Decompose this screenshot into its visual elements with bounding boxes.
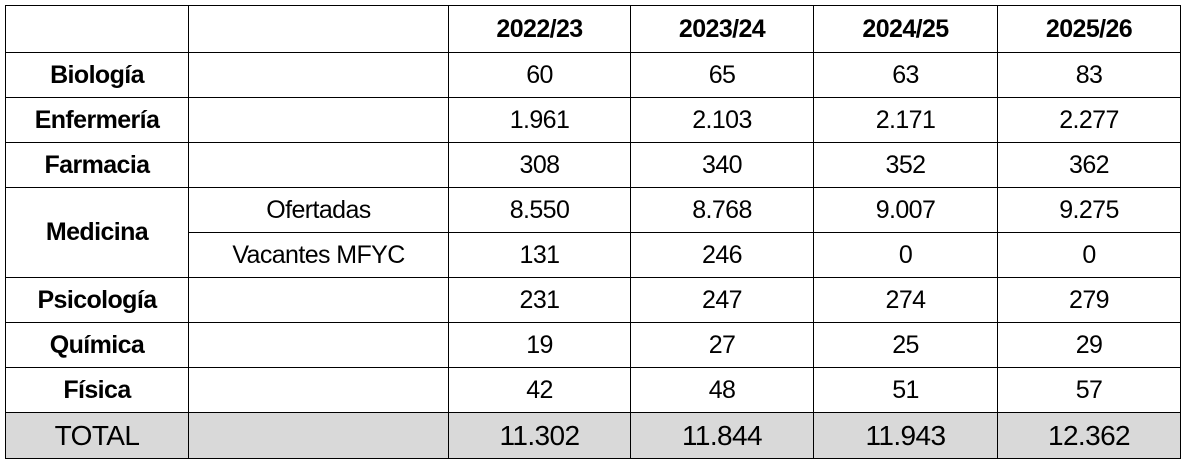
- value-cell: 51: [813, 367, 998, 413]
- data-row: Física 42 48 51 57: [5, 367, 1181, 413]
- empty-cell: [188, 412, 449, 459]
- value-cell: 2.171: [813, 97, 998, 143]
- value-cell: 42: [448, 367, 631, 413]
- empty-cell: [188, 97, 449, 143]
- row-label: Enfermería: [5, 97, 189, 143]
- value-cell: 2.103: [630, 97, 814, 143]
- value-cell: 19: [448, 322, 631, 368]
- empty-cell: [188, 142, 449, 188]
- value-cell: 131: [448, 232, 631, 278]
- column-header: 2025/26: [997, 5, 1181, 53]
- row-label: Biología: [5, 52, 189, 98]
- row-label: Medicina: [5, 187, 189, 278]
- column-header: 2024/25: [813, 5, 998, 53]
- empty-cell: [188, 52, 449, 98]
- empty-cell: [188, 367, 449, 413]
- data-row: Biología 60 65 63 83: [5, 52, 1181, 98]
- value-cell: 8.768: [630, 187, 814, 233]
- value-cell: 352: [813, 142, 998, 188]
- column-header: 2022/23: [448, 5, 631, 53]
- total-row: TOTAL 11.302 11.844 11.943 12.362: [5, 412, 1181, 459]
- value-cell: 340: [630, 142, 814, 188]
- value-cell: 279: [997, 277, 1181, 323]
- total-label: TOTAL: [5, 412, 189, 459]
- value-cell: 0: [997, 232, 1181, 278]
- value-cell: 308: [448, 142, 631, 188]
- value-cell: 2.277: [997, 97, 1181, 143]
- value-cell: 63: [813, 52, 998, 98]
- value-cell: 29: [997, 322, 1181, 368]
- empty-cell: [5, 5, 189, 53]
- value-cell: 48: [630, 367, 814, 413]
- value-cell: 0: [813, 232, 998, 278]
- value-cell: 247: [630, 277, 814, 323]
- row-label: Física: [5, 367, 189, 413]
- column-header: 2023/24: [630, 5, 814, 53]
- value-cell: 11.844: [630, 412, 814, 459]
- value-cell: 8.550: [448, 187, 631, 233]
- row-label: Psicología: [5, 277, 189, 323]
- header-row: 2022/23 2023/24 2024/25 2025/26: [5, 5, 1181, 53]
- table-body: 2022/23 2023/24 2024/25 2025/26 Biología 60 65…: [5, 5, 1181, 459]
- value-cell: 65: [630, 52, 814, 98]
- value-cell: 27: [630, 322, 814, 368]
- empty-cell: [188, 5, 449, 53]
- empty-cell: [188, 277, 449, 323]
- empty-cell: [188, 322, 449, 368]
- data-row: Enfermería 1.961 2.103 2.171 2.277: [5, 97, 1181, 143]
- value-cell: 11.943: [813, 412, 998, 459]
- sub-label: Vacantes MFYC: [188, 232, 449, 278]
- value-cell: 12.362: [997, 412, 1181, 459]
- value-cell: 274: [813, 277, 998, 323]
- value-cell: 231: [448, 277, 631, 323]
- value-cell: 25: [813, 322, 998, 368]
- data-row: Psicología 231 247 274 279: [5, 277, 1181, 323]
- sub-label: Ofertadas: [188, 187, 449, 233]
- data-row: Medicina Ofertadas 8.550 8.768 9.007 9.275: [5, 187, 1181, 278]
- value-cell: 9.007: [813, 187, 998, 233]
- value-cell: 246: [630, 232, 814, 278]
- data-row: Farmacia 308 340 352 362: [5, 142, 1181, 188]
- row-label: Química: [5, 322, 189, 368]
- value-cell: 9.275: [997, 187, 1181, 233]
- value-cell: 362: [997, 142, 1181, 188]
- value-cell: 1.961: [448, 97, 631, 143]
- value-cell: 83: [997, 52, 1181, 98]
- data-row: Química 19 27 25 29: [5, 322, 1181, 368]
- value-cell: 57: [997, 367, 1181, 413]
- row-label: Farmacia: [5, 142, 189, 188]
- value-cell: 11.302: [448, 412, 631, 459]
- data-table: 2022/23 2023/24 2024/25 2025/26 Biología 60 65…: [5, 5, 1181, 459]
- value-cell: 60: [448, 52, 631, 98]
